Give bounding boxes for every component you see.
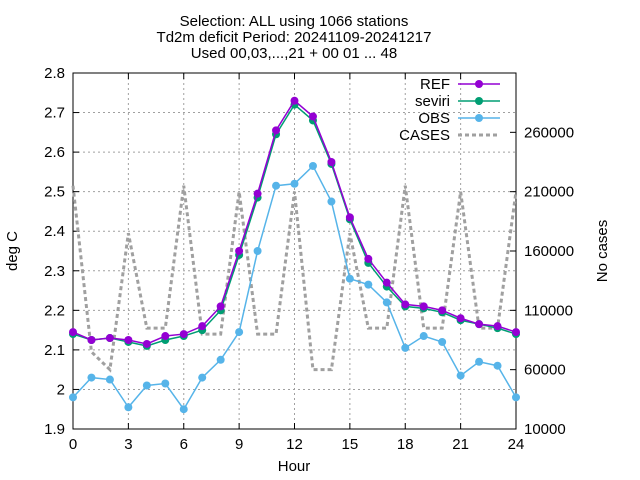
legend-label-cases: CASES	[399, 127, 450, 144]
legend-label-obs: OBS	[418, 110, 450, 127]
data-point-obs	[401, 343, 410, 352]
data-point-obs	[216, 355, 225, 364]
chart-title-line-3: Used 00,03,...,21 + 00 01 ... 48	[191, 45, 397, 62]
data-point-ref	[235, 247, 244, 255]
series-layer	[69, 96, 520, 414]
data-point-ref	[179, 330, 188, 339]
data-point-ref	[456, 314, 465, 323]
data-point-obs	[475, 357, 484, 366]
data-point-obs	[290, 179, 299, 188]
data-point-obs	[161, 379, 170, 388]
data-point-ref	[419, 302, 428, 311]
y-axis-label: deg C	[4, 231, 21, 271]
x-tick-label: 18	[397, 436, 414, 453]
data-point-ref	[161, 332, 170, 341]
data-point-ref	[216, 302, 225, 311]
data-point-ref	[105, 334, 114, 343]
data-point-obs	[456, 371, 465, 380]
data-point-ref	[253, 189, 262, 198]
x-tick-label: 9	[235, 436, 243, 453]
data-point-obs	[382, 298, 391, 307]
x-tick-label: 0	[69, 436, 77, 453]
y2-tick-label: 260000	[524, 124, 574, 141]
data-point-ref	[272, 126, 281, 135]
data-point-ref	[493, 322, 502, 331]
x-tick-label: 21	[452, 436, 469, 453]
data-point-obs	[512, 393, 520, 402]
legend-label-ref: REF	[420, 76, 450, 93]
y2-tick-label: 10000	[524, 421, 566, 438]
data-point-obs	[438, 337, 447, 346]
legend-label-seviri: seviri	[415, 93, 450, 110]
y-tick-label: 2.6	[44, 144, 65, 161]
data-point-obs	[105, 375, 114, 384]
x-tick-label: 15	[342, 436, 359, 453]
series-line-cases	[71, 185, 518, 373]
y2-tick-label: 210000	[524, 184, 574, 201]
y2-axis-label: No cases	[594, 220, 611, 283]
data-point-obs	[272, 181, 281, 190]
y-tick-label: 2.4	[44, 223, 65, 240]
data-point-ref	[364, 254, 373, 263]
data-point-ref	[142, 339, 151, 348]
y-tick-label: 2.7	[44, 105, 65, 122]
data-point-ref	[382, 278, 391, 287]
y-tick-label: 2.5	[44, 184, 65, 201]
axis-ticks: 0 3 6 9 12 15 18 21 24 1.9 2 2.1 2.2 2.3 2.4 2.5 2.6 2.7 2…	[44, 65, 574, 453]
data-point-obs	[253, 247, 262, 255]
y-tick-label: 2	[57, 381, 65, 398]
data-point-obs	[198, 373, 207, 382]
x-tick-label: 24	[508, 436, 525, 453]
data-point-ref	[401, 300, 410, 309]
chart-title-line-2: Td2m deficit Period: 20241109-20241217	[157, 29, 432, 46]
data-point-obs	[142, 381, 151, 390]
x-tick-label: 12	[286, 436, 303, 453]
data-point-ref	[198, 322, 207, 331]
x-tick-label: 6	[180, 436, 188, 453]
x-tick-label: 3	[124, 436, 132, 453]
legend-marker-ref	[475, 80, 483, 88]
data-point-obs	[179, 405, 188, 414]
data-point-obs	[419, 332, 428, 341]
data-point-obs	[87, 373, 96, 382]
x-axis-label: Hour	[278, 458, 311, 475]
data-point-ref	[87, 336, 96, 344]
data-point-ref	[308, 112, 317, 121]
data-point-obs	[345, 274, 354, 283]
chart-title-line-1: Selection: ALL using 1066 stations	[180, 13, 409, 30]
data-point-obs	[493, 361, 502, 370]
data-point-ref	[475, 320, 484, 329]
data-point-obs	[308, 161, 317, 170]
y-tick-label: 2.8	[44, 65, 65, 82]
y2-tick-label: 110000	[524, 302, 573, 319]
data-point-ref	[327, 158, 336, 166]
data-point-ref	[124, 336, 133, 344]
data-point-obs	[69, 393, 77, 402]
data-point-ref	[512, 328, 520, 337]
y-tick-label: 2.2	[44, 302, 65, 319]
y2-tick-label: 160000	[524, 243, 574, 260]
data-point-obs	[235, 328, 244, 337]
y-tick-label: 1.9	[44, 421, 65, 438]
data-point-ref	[69, 328, 77, 337]
data-point-obs	[364, 280, 373, 289]
data-point-obs	[327, 197, 336, 206]
legend-marker-obs	[475, 114, 483, 122]
legend-marker-seviri	[475, 97, 483, 105]
data-point-ref	[438, 306, 447, 315]
data-point-ref	[290, 96, 299, 105]
data-point-obs	[124, 403, 133, 412]
y2-tick-label: 60000	[524, 362, 566, 379]
y-tick-label: 2.1	[44, 342, 65, 359]
data-point-ref	[345, 213, 354, 222]
y-tick-label: 2.3	[44, 263, 65, 280]
